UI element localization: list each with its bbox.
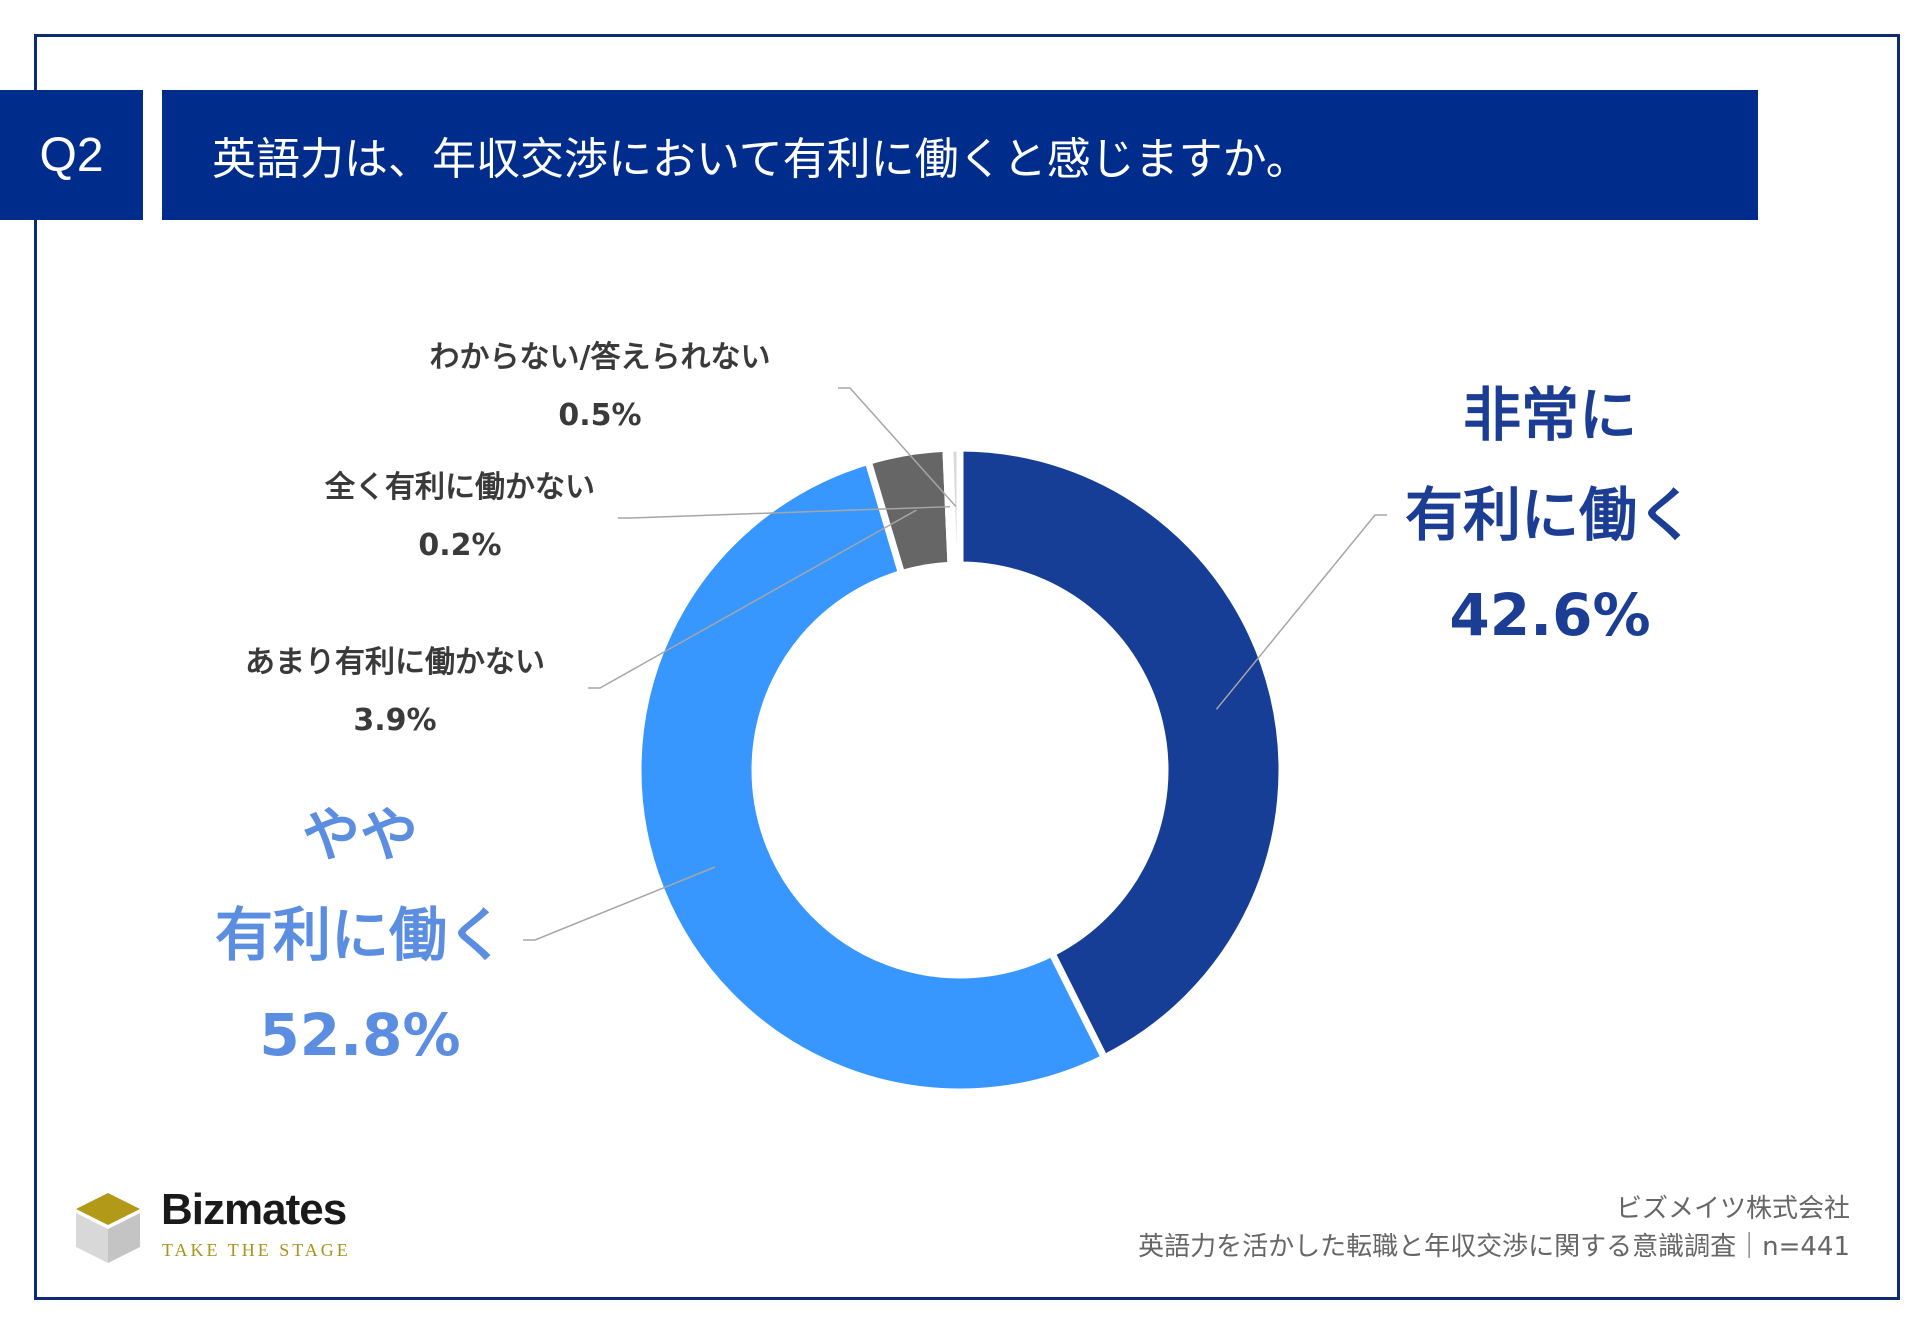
label-some-name-2: 有利に働く xyxy=(214,901,505,969)
label-very-name-1: 非常に xyxy=(1462,381,1637,449)
label-unknown: わからない/答えられない 0.5% xyxy=(390,330,810,446)
leader-line-3 xyxy=(618,505,951,519)
source-note: ビズメイツ株式会社 英語力を活かした転職と年収交渉に関する意識調査｜n=441 xyxy=(1138,1190,1850,1266)
leader-line-0 xyxy=(1215,514,1387,710)
leader-line-1 xyxy=(523,866,716,941)
label-very-value: 42.6% xyxy=(1449,581,1651,649)
donut-slices xyxy=(634,444,1286,1096)
label-very-name-2: 有利に働く xyxy=(1404,481,1695,549)
source-company: ビズメイツ株式会社 xyxy=(1615,1194,1850,1224)
question-title: 英語力は、年収交渉において有利に働くと感じますか。 xyxy=(162,90,1758,220)
label-not-at-all-value: 0.2% xyxy=(418,528,502,563)
slide-frame xyxy=(34,34,1900,1300)
label-not-much-name: あまり有利に働かない xyxy=(245,645,545,680)
label-very-favorable: 非常に 有利に働く 42.6% xyxy=(1370,365,1730,665)
donut-slice-0 xyxy=(956,444,1286,1063)
leader-line-4 xyxy=(838,387,957,508)
label-not-at-all-name: 全く有利に働かない xyxy=(325,470,595,505)
label-not-much: あまり有利に働かない 3.9% xyxy=(195,635,595,751)
label-somewhat-favorable: やや 有利に働く 52.8% xyxy=(180,785,540,1085)
logo-tagline: TAKE THE STAGE xyxy=(162,1240,351,1260)
logo-cube-icon xyxy=(76,1193,140,1263)
bizmates-logo: Bizmates TAKE THE STAGE xyxy=(76,1185,376,1265)
label-not-at-all: 全く有利に働かない 0.2% xyxy=(260,460,660,576)
question-number-badge: Q2 xyxy=(0,90,143,220)
logo-wordmark: Bizmates xyxy=(161,1185,347,1234)
donut-slice-1 xyxy=(634,456,1110,1096)
label-some-value: 52.8% xyxy=(259,1001,461,1069)
label-not-much-value: 3.9% xyxy=(353,703,437,738)
leader-line-2 xyxy=(588,509,917,689)
label-unknown-name: わからない/答えられない xyxy=(429,340,771,375)
label-unknown-value: 0.5% xyxy=(558,398,642,433)
source-survey: 英語力を活かした転職と年収交渉に関する意識調査｜n=441 xyxy=(1138,1232,1850,1262)
label-some-name-1: やや xyxy=(301,801,418,869)
leader-lines xyxy=(523,387,1387,941)
